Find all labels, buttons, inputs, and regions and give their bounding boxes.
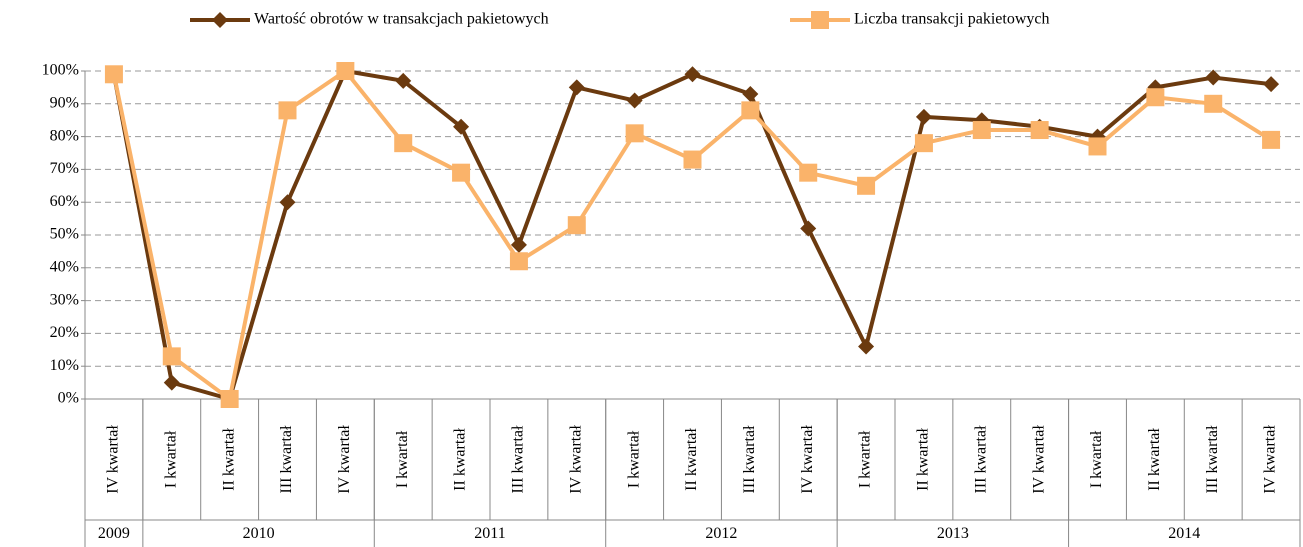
x-tick-label: I kwartał bbox=[857, 430, 874, 488]
point bbox=[1205, 69, 1222, 86]
x-tick-label: IV kwartał bbox=[105, 425, 122, 494]
x-tick-label: IV kwartał bbox=[1262, 425, 1279, 494]
point bbox=[510, 236, 527, 253]
x-tick-label: IV kwartał bbox=[336, 425, 353, 494]
x-tick-label: III kwartał bbox=[278, 425, 295, 494]
x-tick-label: III kwartał bbox=[510, 425, 527, 494]
point bbox=[1263, 76, 1280, 93]
point bbox=[1204, 94, 1223, 113]
legend-marker bbox=[212, 12, 228, 28]
point bbox=[683, 150, 702, 169]
point bbox=[163, 374, 180, 391]
x-tick-label: IV kwartał bbox=[799, 425, 816, 494]
point bbox=[394, 134, 413, 153]
point bbox=[452, 163, 471, 182]
legend-label: Liczba transakcji pakietowych bbox=[854, 11, 1049, 28]
x-tick-label: III kwartał bbox=[1204, 425, 1221, 494]
point bbox=[857, 176, 876, 195]
point bbox=[684, 66, 701, 83]
x-tick-label: II kwartał bbox=[915, 428, 932, 491]
point bbox=[509, 252, 528, 271]
y-tick-label: 80% bbox=[50, 127, 79, 144]
legend-marker bbox=[811, 11, 829, 29]
point bbox=[453, 118, 470, 135]
x-tick-label: IV kwartał bbox=[567, 425, 584, 494]
point bbox=[1146, 88, 1165, 107]
group-label: 2011 bbox=[474, 525, 505, 542]
point bbox=[1030, 121, 1049, 140]
x-tick-label: IV kwartał bbox=[1030, 425, 1047, 494]
point bbox=[625, 124, 644, 143]
point bbox=[742, 85, 759, 102]
x-tick-label: III kwartał bbox=[972, 425, 989, 494]
y-tick-label: 10% bbox=[50, 357, 79, 374]
y-tick-label: 30% bbox=[50, 291, 79, 308]
point bbox=[279, 194, 296, 211]
x-tick-label: II kwartał bbox=[452, 428, 469, 491]
point bbox=[799, 163, 818, 182]
y-tick-label: 90% bbox=[50, 94, 79, 111]
point bbox=[972, 121, 991, 140]
point bbox=[220, 390, 239, 408]
x-tick-label: II kwartał bbox=[1146, 428, 1163, 491]
x-tick-label: I kwartał bbox=[1088, 430, 1105, 488]
x-tick-label: I kwartał bbox=[625, 430, 642, 488]
x-tick-label: II kwartał bbox=[683, 428, 700, 491]
y-tick-label: 70% bbox=[50, 160, 79, 177]
y-tick-label: 40% bbox=[50, 258, 79, 275]
point bbox=[800, 220, 817, 237]
y-tick-label: 100% bbox=[42, 62, 79, 79]
x-tick-label: I kwartał bbox=[162, 430, 179, 488]
x-tick-label: II kwartał bbox=[220, 428, 237, 491]
point bbox=[741, 101, 760, 120]
point bbox=[568, 79, 585, 96]
point bbox=[336, 62, 355, 80]
group-label: 2010 bbox=[243, 525, 275, 542]
point bbox=[104, 65, 123, 84]
x-tick-label: I kwartał bbox=[394, 430, 411, 488]
point bbox=[278, 101, 297, 120]
point bbox=[858, 338, 875, 355]
legend-label: Wartość obrotów w transakcjach pakietowy… bbox=[254, 11, 549, 28]
point bbox=[626, 92, 643, 109]
y-tick-label: 20% bbox=[50, 324, 79, 341]
x-tick-label: III kwartał bbox=[741, 425, 758, 494]
point bbox=[395, 72, 412, 89]
point bbox=[162, 347, 181, 366]
point bbox=[914, 134, 933, 153]
group-label: 2014 bbox=[1168, 525, 1200, 542]
group-label: 2012 bbox=[705, 525, 737, 542]
point bbox=[1088, 137, 1107, 156]
group-label: 2009 bbox=[98, 525, 130, 542]
y-tick-label: 60% bbox=[50, 193, 79, 210]
point bbox=[1262, 130, 1281, 149]
group-label: 2013 bbox=[937, 525, 969, 542]
y-tick-label: 0% bbox=[58, 390, 79, 407]
point bbox=[915, 108, 932, 125]
point bbox=[567, 216, 586, 235]
y-tick-label: 50% bbox=[50, 226, 79, 243]
